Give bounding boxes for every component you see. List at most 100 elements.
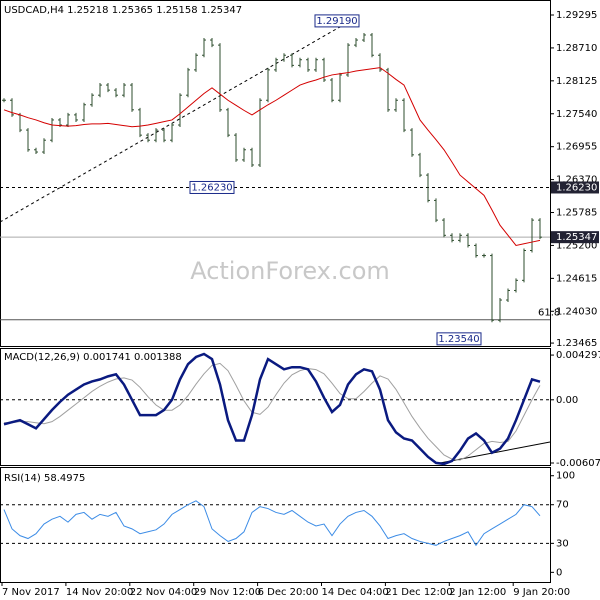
y-tick-label: 1.24615 [556, 273, 597, 284]
bar [162, 128, 166, 143]
y-tick-label: 1.26955 [556, 142, 597, 153]
moving-average [3, 67, 541, 246]
y-tick-label: 30 [556, 538, 569, 549]
macd-last: 0.001741 [83, 352, 131, 363]
bar [410, 128, 414, 157]
fib-label: 61.8 [538, 308, 560, 319]
bar [466, 233, 470, 248]
x-tick-label: 7 Nov 2017 [2, 587, 60, 598]
watermark: ActionForex.com [190, 257, 390, 285]
bar [50, 117, 54, 143]
level-label: 1.26230 [556, 182, 597, 193]
annotation-box [189, 180, 235, 194]
bar [362, 32, 366, 43]
bar [274, 57, 278, 72]
bar [490, 253, 494, 323]
x-tick-label: 14 Nov 20:00 [66, 587, 133, 598]
signal-last: 0.001388 [134, 352, 182, 363]
y-tick-label: 0.004297 [556, 350, 600, 361]
y-tick-label: 1.23465 [556, 338, 597, 349]
bar [498, 298, 502, 323]
bar [218, 43, 222, 112]
y-tick-label: 1.25200 [556, 240, 597, 251]
macd-line [3, 352, 541, 466]
bar [130, 83, 134, 112]
bar [306, 57, 310, 72]
annotation-label: 1.29190 [316, 16, 357, 27]
y-tick-label: 1.24030 [556, 306, 597, 317]
price-frame [0, 0, 551, 347]
macd-frame [0, 348, 551, 466]
bar [506, 288, 510, 303]
x-tick-label: 14 Dec 04:00 [322, 587, 389, 598]
bar [314, 57, 318, 72]
high: 1.25365 [112, 5, 153, 16]
annotation-label: 1.26230 [191, 182, 232, 193]
bar [538, 218, 542, 240]
bar [290, 53, 294, 68]
rsi-line [3, 500, 541, 547]
y-tick-label: 1.25785 [556, 208, 597, 219]
rsi-name: RSI(14) [4, 473, 41, 484]
bar [378, 53, 382, 72]
frames [0, 0, 551, 583]
close: 1.25347 [201, 5, 242, 16]
price-box [551, 231, 599, 244]
bar [138, 107, 142, 138]
bar [434, 198, 438, 223]
x-tick-label: 2 Jan 12:00 [449, 587, 506, 598]
bar [186, 67, 190, 98]
rsi-header: RSI(14) 58.4975 [4, 473, 85, 484]
bar [402, 98, 406, 133]
y-tick-label: 0 [556, 567, 562, 578]
signal-line [4, 362, 541, 461]
bar [82, 102, 86, 122]
bar [482, 253, 486, 258]
bar [122, 83, 126, 98]
trend-line [0, 19, 353, 223]
bar [226, 107, 230, 138]
bar [210, 38, 214, 48]
bar [114, 88, 118, 98]
bar [322, 57, 326, 82]
y-tick-label: 0.00 [556, 395, 578, 406]
bar [346, 43, 350, 77]
open: 1.25218 [67, 5, 108, 16]
bar [2, 98, 6, 103]
y-tick-label: 1.28125 [556, 76, 597, 87]
price-header: USDCAD,H4 1.25218 1.25365 1.25158 1.2534… [4, 5, 242, 16]
bar [146, 133, 150, 143]
price-label: 1.25347 [556, 232, 597, 243]
bar [266, 67, 270, 103]
bar [522, 248, 526, 283]
x-tick-label: 6 Dec 20:00 [258, 587, 319, 598]
bar [66, 112, 70, 128]
bar [90, 93, 94, 107]
bar [242, 147, 246, 162]
rsi-last: 58.4975 [44, 473, 85, 484]
bar [418, 152, 422, 178]
bar [98, 83, 102, 98]
bar [370, 32, 374, 58]
y-tick-label: 1.27540 [556, 109, 597, 120]
level-box [551, 181, 599, 194]
bar [26, 128, 30, 152]
bar [42, 138, 46, 155]
bar [426, 173, 430, 203]
bar [74, 112, 78, 122]
y-tick-label: 100 [556, 471, 575, 482]
bar [330, 77, 334, 103]
bar [458, 233, 462, 243]
annotation-box [314, 14, 360, 28]
low: 1.25158 [156, 5, 197, 16]
bar [514, 278, 518, 293]
y-tick-label: 1.28710 [556, 43, 597, 54]
bar [178, 93, 182, 128]
macd-name: MACD(12,26,9) [4, 352, 80, 363]
bar [474, 243, 478, 258]
bar [282, 53, 286, 62]
bar [450, 233, 454, 243]
bar [10, 98, 14, 117]
